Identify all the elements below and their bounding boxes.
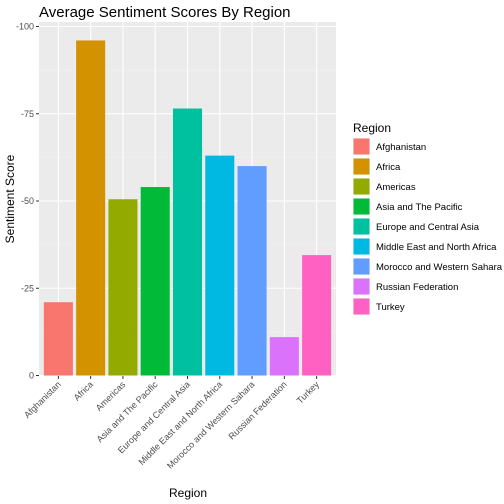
bar xyxy=(140,187,170,376)
legend-label: Turkey xyxy=(376,302,405,313)
legend-swatch xyxy=(353,158,370,175)
bar xyxy=(76,40,106,376)
y-tick-label: 0 xyxy=(29,371,34,381)
y-tick-label: -100 xyxy=(16,22,34,32)
legend: Region Afghanistan Africa Americas Asia and… xyxy=(353,121,503,315)
bar xyxy=(237,166,267,376)
x-axis-title: Region xyxy=(169,486,207,500)
legend-label: Russian Federation xyxy=(376,282,458,293)
legend-title: Region xyxy=(353,121,391,135)
y-tick-label: -75 xyxy=(21,109,34,119)
legend-label: Middle East and North Africa xyxy=(376,242,497,253)
legend-swatch xyxy=(353,218,370,235)
bar xyxy=(108,199,138,376)
legend-swatch xyxy=(353,278,370,295)
legend-label: Asia and The Pacific xyxy=(376,202,463,213)
legend-label: Europe and Central Asia xyxy=(376,222,480,233)
legend-swatch xyxy=(353,298,370,315)
legend-swatch xyxy=(353,178,370,195)
bar xyxy=(205,155,235,376)
legend-swatch xyxy=(353,258,370,275)
bar xyxy=(172,108,203,376)
legend-label: Afghanistan xyxy=(376,142,426,153)
legend-label: Morocco and Western Sahara xyxy=(376,262,503,273)
bar xyxy=(269,337,299,376)
y-tick-label: -50 xyxy=(21,196,34,206)
legend-swatch xyxy=(353,138,370,155)
legend-label: Americas xyxy=(376,182,416,193)
legend-label: Africa xyxy=(376,162,401,173)
bars xyxy=(43,40,332,376)
legend-items: Afghanistan Africa Americas Asia and The Pa… xyxy=(353,138,503,315)
legend-swatch xyxy=(353,238,370,255)
y-axis-title: Sentiment Score xyxy=(3,154,17,243)
bar xyxy=(302,255,332,376)
y-tick-label: -25 xyxy=(21,283,34,293)
chart-title: Average Sentiment Scores By Region xyxy=(39,4,291,21)
legend-swatch xyxy=(353,198,370,215)
bar xyxy=(43,302,73,376)
y-axis: 0 -25 -50 -75 -100 xyxy=(16,22,39,381)
